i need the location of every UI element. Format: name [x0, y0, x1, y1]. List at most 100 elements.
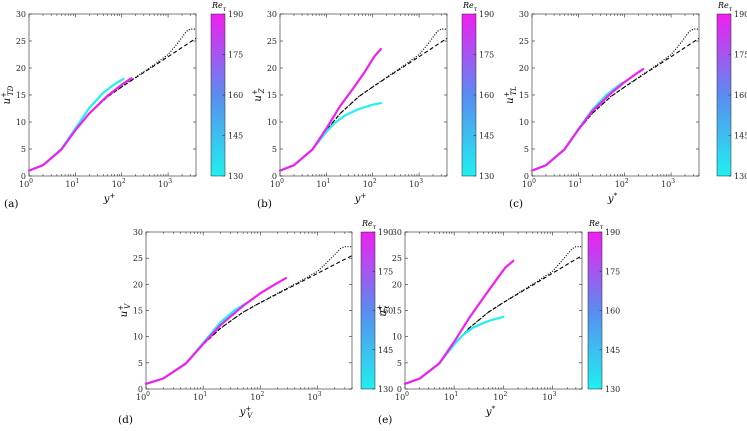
x-label-main: y — [607, 194, 614, 205]
x-tick-base: 10 — [112, 180, 122, 189]
colorbar-tick-label: 175 — [479, 51, 494, 60]
series-line-re-190 — [27, 77, 133, 172]
x-tick-exponent: 0 — [146, 391, 150, 398]
x-axis-label: y+ V — [239, 405, 254, 420]
x-label-main: y — [354, 194, 361, 205]
y-label-main: u — [505, 97, 516, 103]
colorbar-tick-label: 160 — [605, 307, 620, 316]
x-tick-exponent: 3 — [318, 391, 322, 398]
y-label-sup: + — [0, 92, 8, 98]
x-axis-label: y+ — [354, 192, 367, 205]
y-label-sup: + — [376, 304, 384, 310]
x-tick-label: 100 — [395, 391, 409, 402]
y-tick-label: 10 — [392, 333, 402, 342]
y-label-sup: + — [503, 91, 511, 97]
x-tick-base: 10 — [270, 180, 280, 189]
x-tick-base: 10 — [493, 393, 503, 402]
x-tick-base: 10 — [542, 393, 552, 402]
colorbar-title: Reτ — [211, 1, 227, 13]
axes-frame — [145, 231, 353, 390]
colorbar-tick-label: 145 — [378, 346, 393, 355]
y-tick-label: 30 — [267, 10, 277, 19]
reference-dns-line — [279, 28, 447, 172]
x-tick-base: 10 — [316, 180, 326, 189]
y-label-sub: Z — [258, 88, 266, 94]
reference-dns-line — [145, 246, 352, 385]
colorbar-title-sub: τ — [729, 6, 733, 13]
colorbar-tick-label: 130 — [734, 172, 747, 181]
y-axis-label: u+TL — [503, 86, 518, 104]
x-tick-label: 103 — [158, 178, 172, 189]
colorbar-tick-label: 130 — [479, 172, 494, 181]
y-label-main: u — [2, 98, 13, 104]
y-tick-label: 15 — [392, 307, 402, 316]
x-tick-label: 102 — [615, 178, 629, 189]
colorbar-tick-label: 130 — [605, 385, 620, 394]
y-tick-label: 10 — [133, 333, 143, 342]
y-tick-label: 30 — [16, 10, 26, 19]
y-tick-label: 20 — [519, 64, 529, 73]
y-tick-label: 30 — [392, 228, 402, 237]
colorbar-title: Reτ — [717, 1, 733, 13]
colorbar-tick-label: 190 — [479, 10, 494, 19]
y-tick-label: 10 — [267, 118, 277, 127]
colorbar-tick-label: 145 — [734, 132, 747, 141]
x-tick-exponent: 3 — [419, 178, 423, 185]
x-tick-exponent: 0 — [29, 178, 33, 185]
x-label-sup: * — [614, 192, 618, 200]
x-tick-base: 10 — [568, 180, 578, 189]
colorbar-tick-label: 145 — [228, 132, 243, 141]
y-tick-label: 0 — [397, 385, 402, 394]
reference-dns-line — [404, 246, 582, 385]
y-axis-label: u+t — [376, 304, 391, 316]
series-line-re-190 — [144, 277, 288, 385]
y-label-sub: t — [383, 305, 391, 308]
y-tick-label: 25 — [519, 37, 529, 46]
y-tick-label: 15 — [133, 307, 143, 316]
colorbar-tick-label: 145 — [605, 346, 620, 355]
x-tick-base: 10 — [158, 180, 168, 189]
reference-dns-line — [531, 28, 699, 172]
y-label-sub: TD — [7, 85, 15, 96]
series-line-re-190 — [403, 259, 515, 385]
colorbar-tick-label: 190 — [734, 10, 747, 19]
colorbar-title-main: Re — [717, 1, 729, 10]
x-axis-label: y+ — [103, 192, 116, 205]
x-tick-exponent: 1 — [327, 178, 331, 185]
reference-law-line — [145, 255, 353, 385]
colorbar-title-main: Re — [361, 219, 373, 228]
y-tick-label: 5 — [397, 359, 402, 368]
x-tick-label: 101 — [316, 178, 330, 189]
y-axis-label: u+V — [117, 303, 132, 317]
x-tick-exponent: 2 — [625, 178, 629, 185]
x-tick-base: 10 — [193, 393, 203, 402]
x-label-sup: * — [492, 405, 496, 413]
y-label-sub: V — [124, 303, 132, 309]
y-tick-label: 25 — [16, 37, 26, 46]
x-tick-exponent: 1 — [76, 178, 80, 185]
panel-label: (d) — [118, 414, 133, 426]
x-tick-exponent: 0 — [405, 391, 409, 398]
reference-law-line — [279, 37, 448, 172]
x-tick-label: 100 — [270, 178, 284, 189]
x-label-main: y — [485, 407, 492, 418]
y-tick-label: 5 — [21, 145, 26, 154]
y-tick-label: 5 — [524, 145, 529, 154]
x-tick-label: 101 — [568, 178, 582, 189]
y-tick-label: 25 — [267, 37, 277, 46]
y-axis-label: u+TD — [0, 85, 15, 104]
y-label-main: u — [378, 310, 389, 316]
x-tick-label: 102 — [250, 391, 264, 402]
x-tick-exponent: 1 — [203, 391, 207, 398]
series-line-re-190 — [278, 48, 382, 172]
reference-law-line — [28, 37, 197, 172]
panel-label: (e) — [378, 414, 392, 426]
x-tick-exponent: 2 — [122, 178, 126, 185]
x-label-sub: V — [247, 412, 253, 420]
y-label-main: u — [119, 311, 130, 317]
x-tick-exponent: 3 — [168, 178, 172, 185]
